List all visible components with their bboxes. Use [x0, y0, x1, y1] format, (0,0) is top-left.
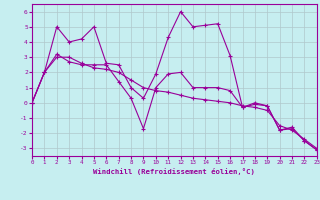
X-axis label: Windchill (Refroidissement éolien,°C): Windchill (Refroidissement éolien,°C): [93, 168, 255, 175]
